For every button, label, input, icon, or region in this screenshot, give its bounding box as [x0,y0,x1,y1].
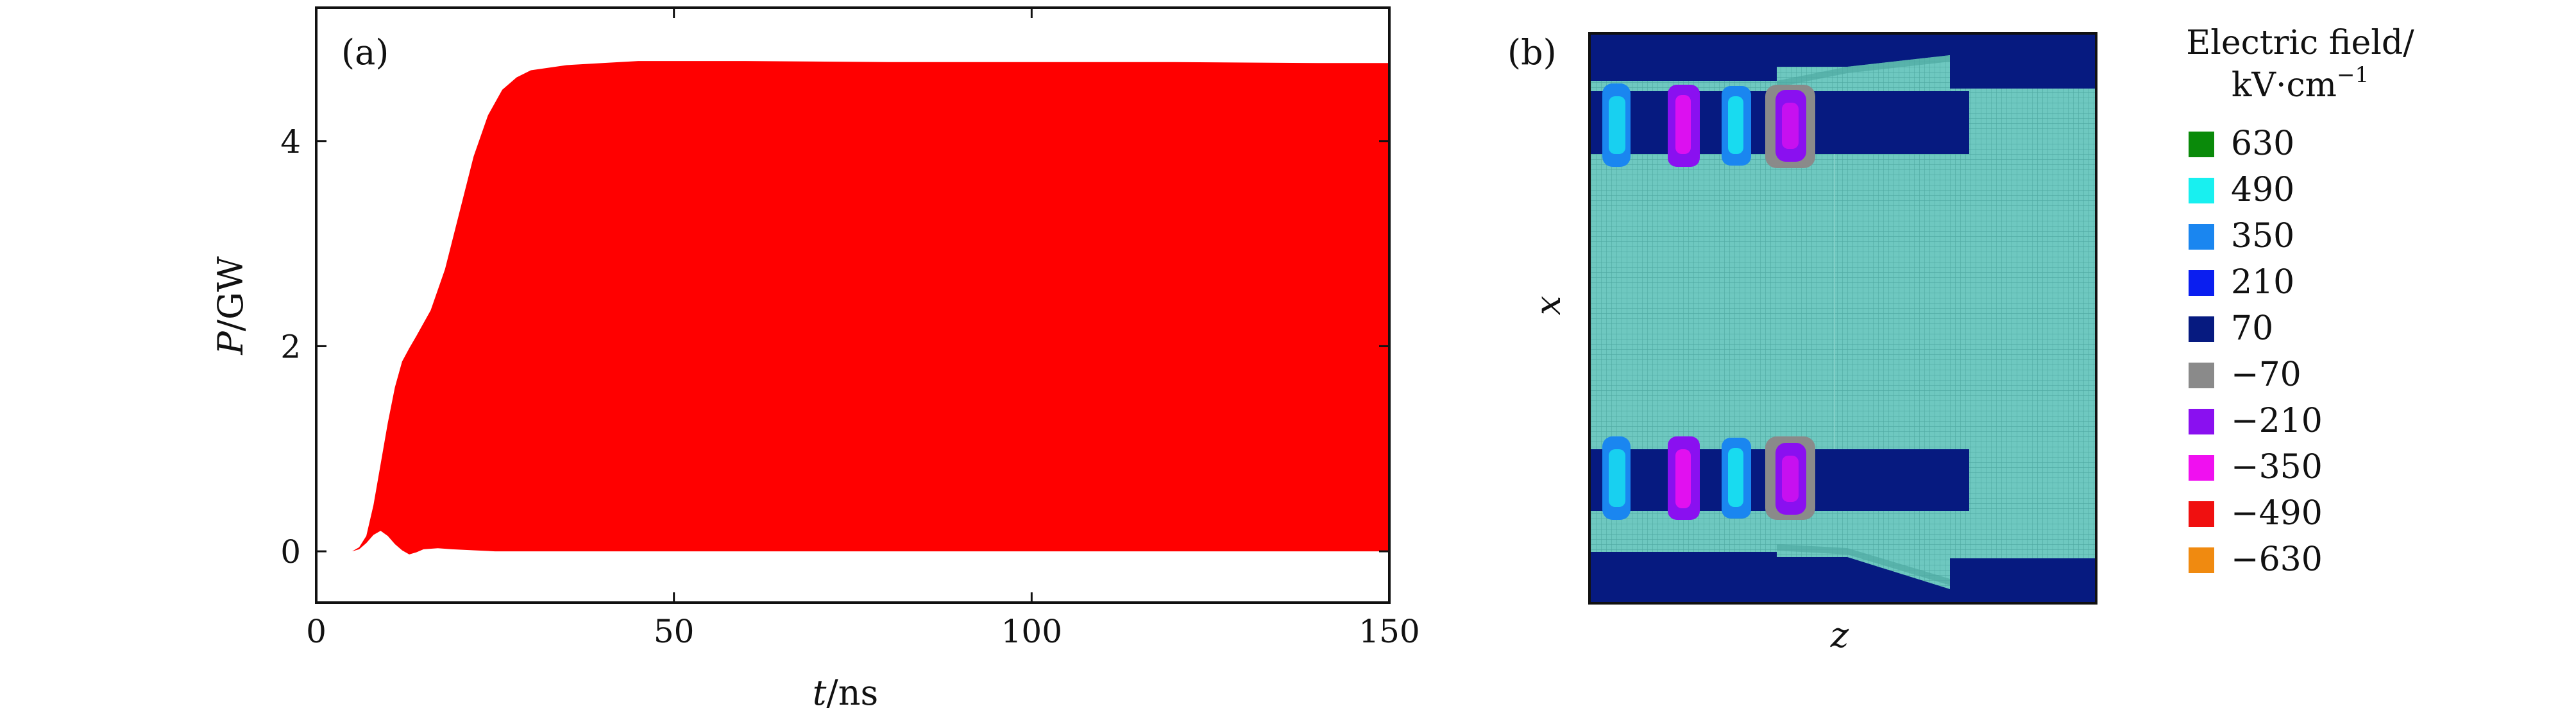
y-tick-label: 4 [280,123,301,160]
blob [1675,449,1691,508]
y-axis-label-b: x [1528,296,1568,315]
y-tick-label: 2 [280,328,301,365]
legend-swatch [2189,178,2214,203]
legend-swatch [2189,224,2214,250]
legend-swatch [2189,316,2214,342]
blob [1609,449,1625,507]
blob [1782,456,1799,502]
legend-label: −70 [2231,356,2301,394]
legend-label: 210 [2231,263,2294,302]
blob [1782,103,1799,149]
panel-label-b: (b) [1507,32,1557,73]
x-axis-label-b: z [1830,615,1849,655]
x-tick-label: 50 [654,613,695,650]
panel-a: 0 50 100 150 0 2 4 (a) t/ns P/GW [210,6,1420,713]
power-envelope-series-0 [316,61,1389,554]
legend-label: 70 [2231,309,2273,348]
blob [1675,95,1691,154]
plot-area-a [316,61,1389,554]
panel-b: (b) z x Electric field/ kV·cm−1 630 490 35… [1507,24,2414,655]
y-axis-label-a: P/GW [210,256,251,356]
panel-label-a: (a) [341,32,389,73]
y-ticks-a: 0 2 4 [280,123,1389,571]
legend-label: −630 [2231,540,2323,579]
x-tick-label: 0 [306,613,326,650]
legend-label: −210 [2231,402,2323,440]
x-axis-label-a: t/ns [813,673,878,713]
blob [1728,96,1743,154]
legend-title-line1: Electric field/ [2186,24,2414,62]
field-blobs-top [1602,83,1815,168]
legend-swatch [2189,455,2214,481]
taper-mesh-top [1777,55,1950,87]
legend-swatch [2189,270,2214,296]
legend: Electric field/ kV·cm−1 630 490 350 210 70 −7… [2186,24,2414,579]
outer-wall-bottom [1589,552,2096,603]
field-map [1589,33,2096,603]
x-tick-label: 100 [1001,613,1062,650]
legend-label: 630 [2231,125,2294,163]
legend-swatch [2189,409,2214,434]
x-tick-label: 150 [1359,613,1419,650]
legend-label: 350 [2231,217,2294,255]
legend-label: 490 [2231,171,2294,209]
axes-frame-a [315,6,1391,604]
legend-swatch [2189,363,2214,388]
legend-label: −490 [2231,494,2323,533]
axes-frame-b [1588,32,2097,605]
legend-label: −350 [2231,448,2323,486]
outer-wall-top [1589,33,2096,89]
legend-items: 630 490 350 210 70 −70 −210 −350 −490 −630 [2189,125,2323,579]
legend-swatch [2189,501,2214,527]
blob [1609,96,1625,154]
legend-swatch [2189,547,2214,573]
legend-swatch [2189,132,2214,157]
x-ticks-a: 0 50 100 150 [306,8,1420,650]
legend-title-line2: kV·cm−1 [2232,62,2369,105]
taper-mesh-bottom [1777,544,1950,585]
y-tick-label: 0 [280,533,301,571]
field-blobs-bottom [1602,436,1815,520]
blob [1728,448,1743,507]
